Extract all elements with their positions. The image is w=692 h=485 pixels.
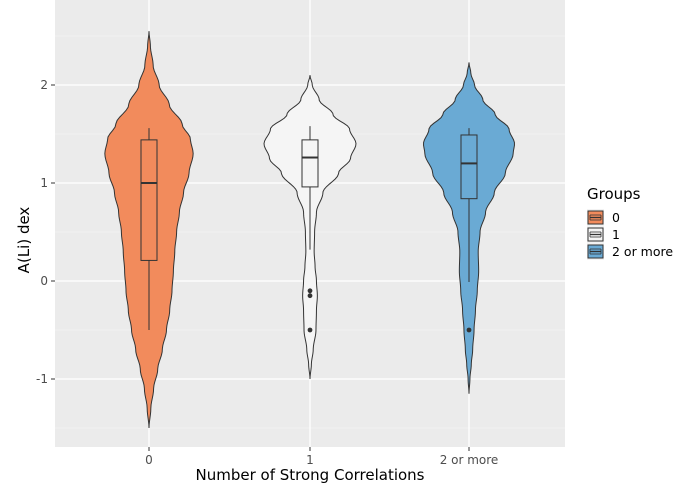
x-axis: 0 1 2 or more xyxy=(145,447,498,467)
x-tick-label: 1 xyxy=(306,453,314,467)
y-axis-title: A(Li) dex xyxy=(15,207,33,274)
outlier-point xyxy=(307,293,313,299)
outlier-point xyxy=(466,327,472,333)
box-iqr xyxy=(460,134,478,200)
legend-label: 1 xyxy=(612,227,620,242)
x-axis-title: Number of Strong Correlations xyxy=(196,466,425,484)
legend-key-1 xyxy=(587,209,604,226)
boxplots xyxy=(140,126,478,333)
y-tick-label: 2 xyxy=(40,78,48,92)
y-axis: -1 0 1 2 xyxy=(36,78,55,386)
y-tick-label: 1 xyxy=(40,176,48,190)
x-tick-label: 2 or more xyxy=(440,453,499,467)
box-iqr xyxy=(301,139,319,188)
y-tick-label: 0 xyxy=(40,274,48,288)
legend-label: 0 xyxy=(612,210,620,225)
outlier-point xyxy=(307,288,313,294)
legend-key-3 xyxy=(587,243,604,260)
outlier-point xyxy=(307,327,313,333)
legend-label: 2 or more xyxy=(612,244,673,259)
box-iqr xyxy=(140,139,158,261)
legend: 0 1 2 or more xyxy=(587,209,673,260)
x-tick-label: 0 xyxy=(145,453,153,467)
y-tick-label: -1 xyxy=(36,372,48,386)
legend-title: Groups xyxy=(587,185,641,203)
legend-key-2 xyxy=(587,226,604,243)
